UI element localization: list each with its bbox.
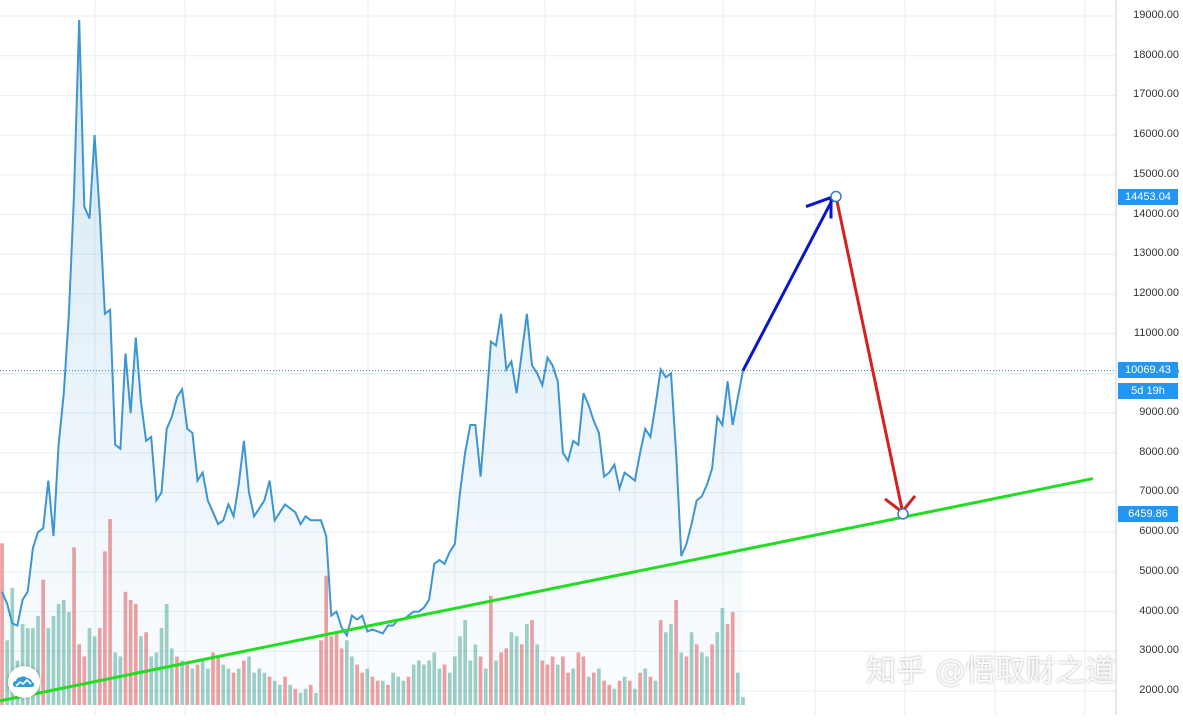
target-high-tag: 14453.04 bbox=[1118, 189, 1178, 205]
countdown-tag: 5d 19h bbox=[1118, 383, 1178, 399]
target-low-handle[interactable] bbox=[897, 508, 909, 520]
price-area-fill bbox=[2, 20, 743, 705]
target-low-tag: 6459.86 bbox=[1118, 506, 1178, 522]
down-arrow-line[interactable] bbox=[834, 196, 905, 515]
y-tick-label: 5000.00 bbox=[1139, 564, 1179, 577]
y-tick-label: 15000.00 bbox=[1133, 167, 1179, 180]
cloud-icon bbox=[13, 676, 35, 687]
y-tick-label: 3000.00 bbox=[1139, 644, 1179, 657]
y-tick-label: 2000.00 bbox=[1139, 684, 1179, 696]
volume-bar bbox=[0, 543, 4, 705]
y-tick-label: 7000.00 bbox=[1139, 485, 1179, 498]
up-arrow-line[interactable] bbox=[741, 195, 836, 372]
y-tick-label: 17000.00 bbox=[1133, 88, 1179, 101]
y-tick-label: 6000.00 bbox=[1139, 525, 1179, 538]
y-tick-label: 18000.00 bbox=[1133, 48, 1179, 61]
y-tick-label: 4000.00 bbox=[1139, 604, 1179, 617]
y-tick-label: 8000.00 bbox=[1139, 445, 1179, 458]
y-tick-label: 16000.00 bbox=[1133, 128, 1179, 141]
support-trendline[interactable] bbox=[0, 477, 1094, 703]
tradingview-logo[interactable] bbox=[8, 666, 40, 698]
current-price-tag: 10069.43 bbox=[1118, 362, 1178, 378]
y-tick-label: 11000.00 bbox=[1133, 326, 1179, 339]
y-tick-label: 13000.00 bbox=[1133, 247, 1179, 260]
y-tick-label: 19000.00 bbox=[1133, 9, 1179, 21]
y-tick-label: 12000.00 bbox=[1133, 286, 1179, 299]
annotations[interactable] bbox=[0, 190, 1116, 703]
watermark: 知乎 @悟取财之道 bbox=[866, 654, 1116, 689]
price-line bbox=[1, 19, 744, 638]
y-tick-label: 14000.00 bbox=[1133, 207, 1179, 220]
price-line-path bbox=[1, 19, 744, 638]
target-high-handle[interactable] bbox=[830, 190, 842, 203]
y-tick-label: 9000.00 bbox=[1139, 406, 1179, 419]
price-area bbox=[2, 20, 743, 705]
